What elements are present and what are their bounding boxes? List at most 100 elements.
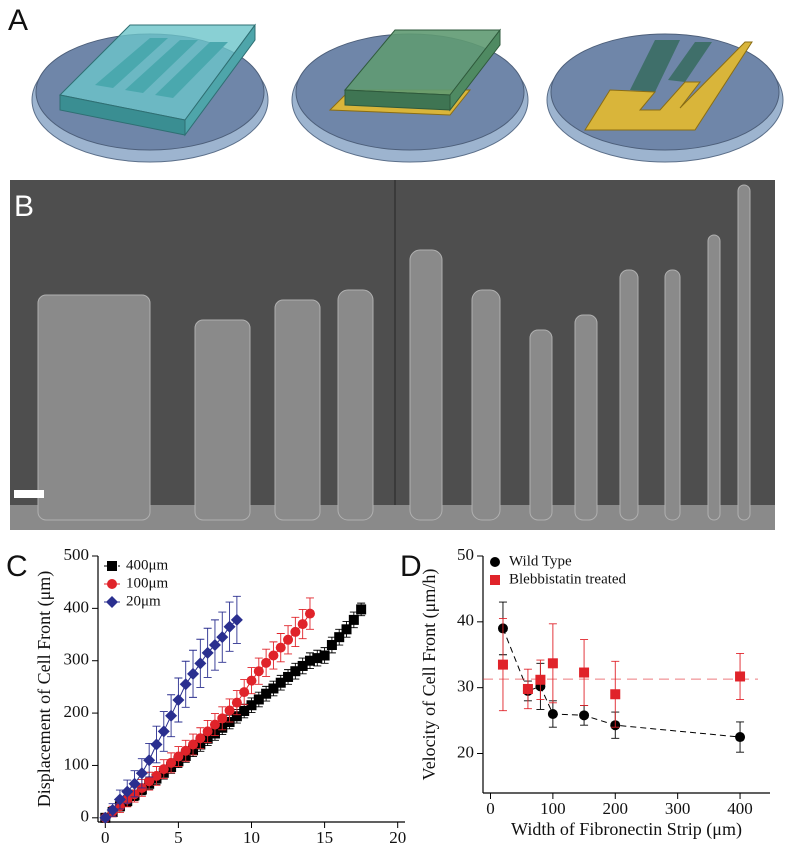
x-axis-label: Width of Fibronectin Strip (μm) [511,819,742,840]
marker [261,688,272,699]
marker [348,614,359,625]
marker [268,683,279,694]
marker [106,803,119,816]
marker [579,667,590,678]
legend-label: 100μm [126,575,169,591]
marker [283,634,294,645]
marker [304,655,315,666]
x-tick-label: 20 [389,828,406,847]
marker [497,659,508,670]
panel-label: D [400,550,422,583]
y-tick-label: 30 [457,677,474,696]
marker [157,725,170,738]
dish [546,33,784,163]
marker [113,793,126,806]
legend-marker [107,579,117,589]
marker [194,657,207,670]
y-tick-label: 400 [64,597,90,616]
panel-label: B [14,190,34,223]
marker [239,705,250,716]
legend-label: Wild Type [509,553,572,569]
marker [217,713,228,724]
marker [166,757,177,768]
marker [290,666,301,677]
y-tick-label: 100 [64,754,90,773]
x-tick-label: 400 [727,799,753,818]
marker [261,657,272,668]
marker [188,739,199,750]
y-tick-label: 40 [457,611,474,630]
marker [231,711,242,722]
marker [312,653,323,664]
marker [283,671,294,682]
marker [253,694,264,705]
marker [268,650,279,661]
y-tick-label: 0 [81,807,90,826]
marker [246,675,257,686]
marker [275,677,286,688]
x-tick-label: 200 [603,799,629,818]
marker [143,754,156,767]
marker [173,751,184,762]
marker [610,689,621,700]
panel-a-illustration [31,23,784,163]
dish [31,23,269,163]
y-axis-label: Velocity of Cell Front (μm/h) [419,569,440,781]
panel-b-micrograph [10,180,775,530]
marker [99,811,112,824]
panel-label: A [8,4,28,37]
marker [150,738,163,751]
marker [522,683,533,694]
marker [535,674,546,685]
marker [334,632,345,643]
marker [224,705,235,716]
marker [179,678,192,691]
marker [735,732,746,743]
marker [165,709,178,722]
x-tick-label: 0 [101,828,110,847]
marker [304,608,315,619]
y-tick-label: 20 [457,742,474,761]
marker [187,667,200,680]
marker [547,658,558,669]
legend-marker [106,596,118,608]
marker [547,709,558,719]
marker [128,777,141,790]
marker [290,626,301,637]
legend-marker [490,575,500,585]
marker [195,733,206,744]
x-tick-label: 5 [174,828,183,847]
y-tick-label: 300 [64,650,90,669]
marker [246,700,257,711]
marker [223,620,236,633]
marker [297,619,308,630]
x-tick-label: 0 [486,799,495,818]
marker [230,613,243,626]
marker [180,745,191,756]
legend-label: Blebbistatin treated [509,571,627,587]
x-tick-label: 100 [540,799,566,818]
legend-marker [490,557,500,567]
legend-label: 400μm [126,557,169,573]
legend-marker [107,561,117,571]
marker [151,770,162,781]
marker [341,624,352,635]
marker [275,642,286,653]
marker [209,719,220,730]
marker [158,764,169,775]
marker [319,650,330,661]
marker [297,660,308,671]
legend-label: 20μm [126,593,161,609]
marker [239,687,250,698]
marker [231,697,242,708]
marker [216,631,229,644]
x-tick-label: 15 [316,828,333,847]
y-tick-label: 200 [64,702,90,721]
x-tick-label: 10 [243,828,260,847]
marker [326,640,337,651]
y-axis-label: Displacement of Cell Front (μm) [34,571,55,808]
marker [253,666,264,677]
marker [172,693,185,706]
marker [735,671,746,682]
